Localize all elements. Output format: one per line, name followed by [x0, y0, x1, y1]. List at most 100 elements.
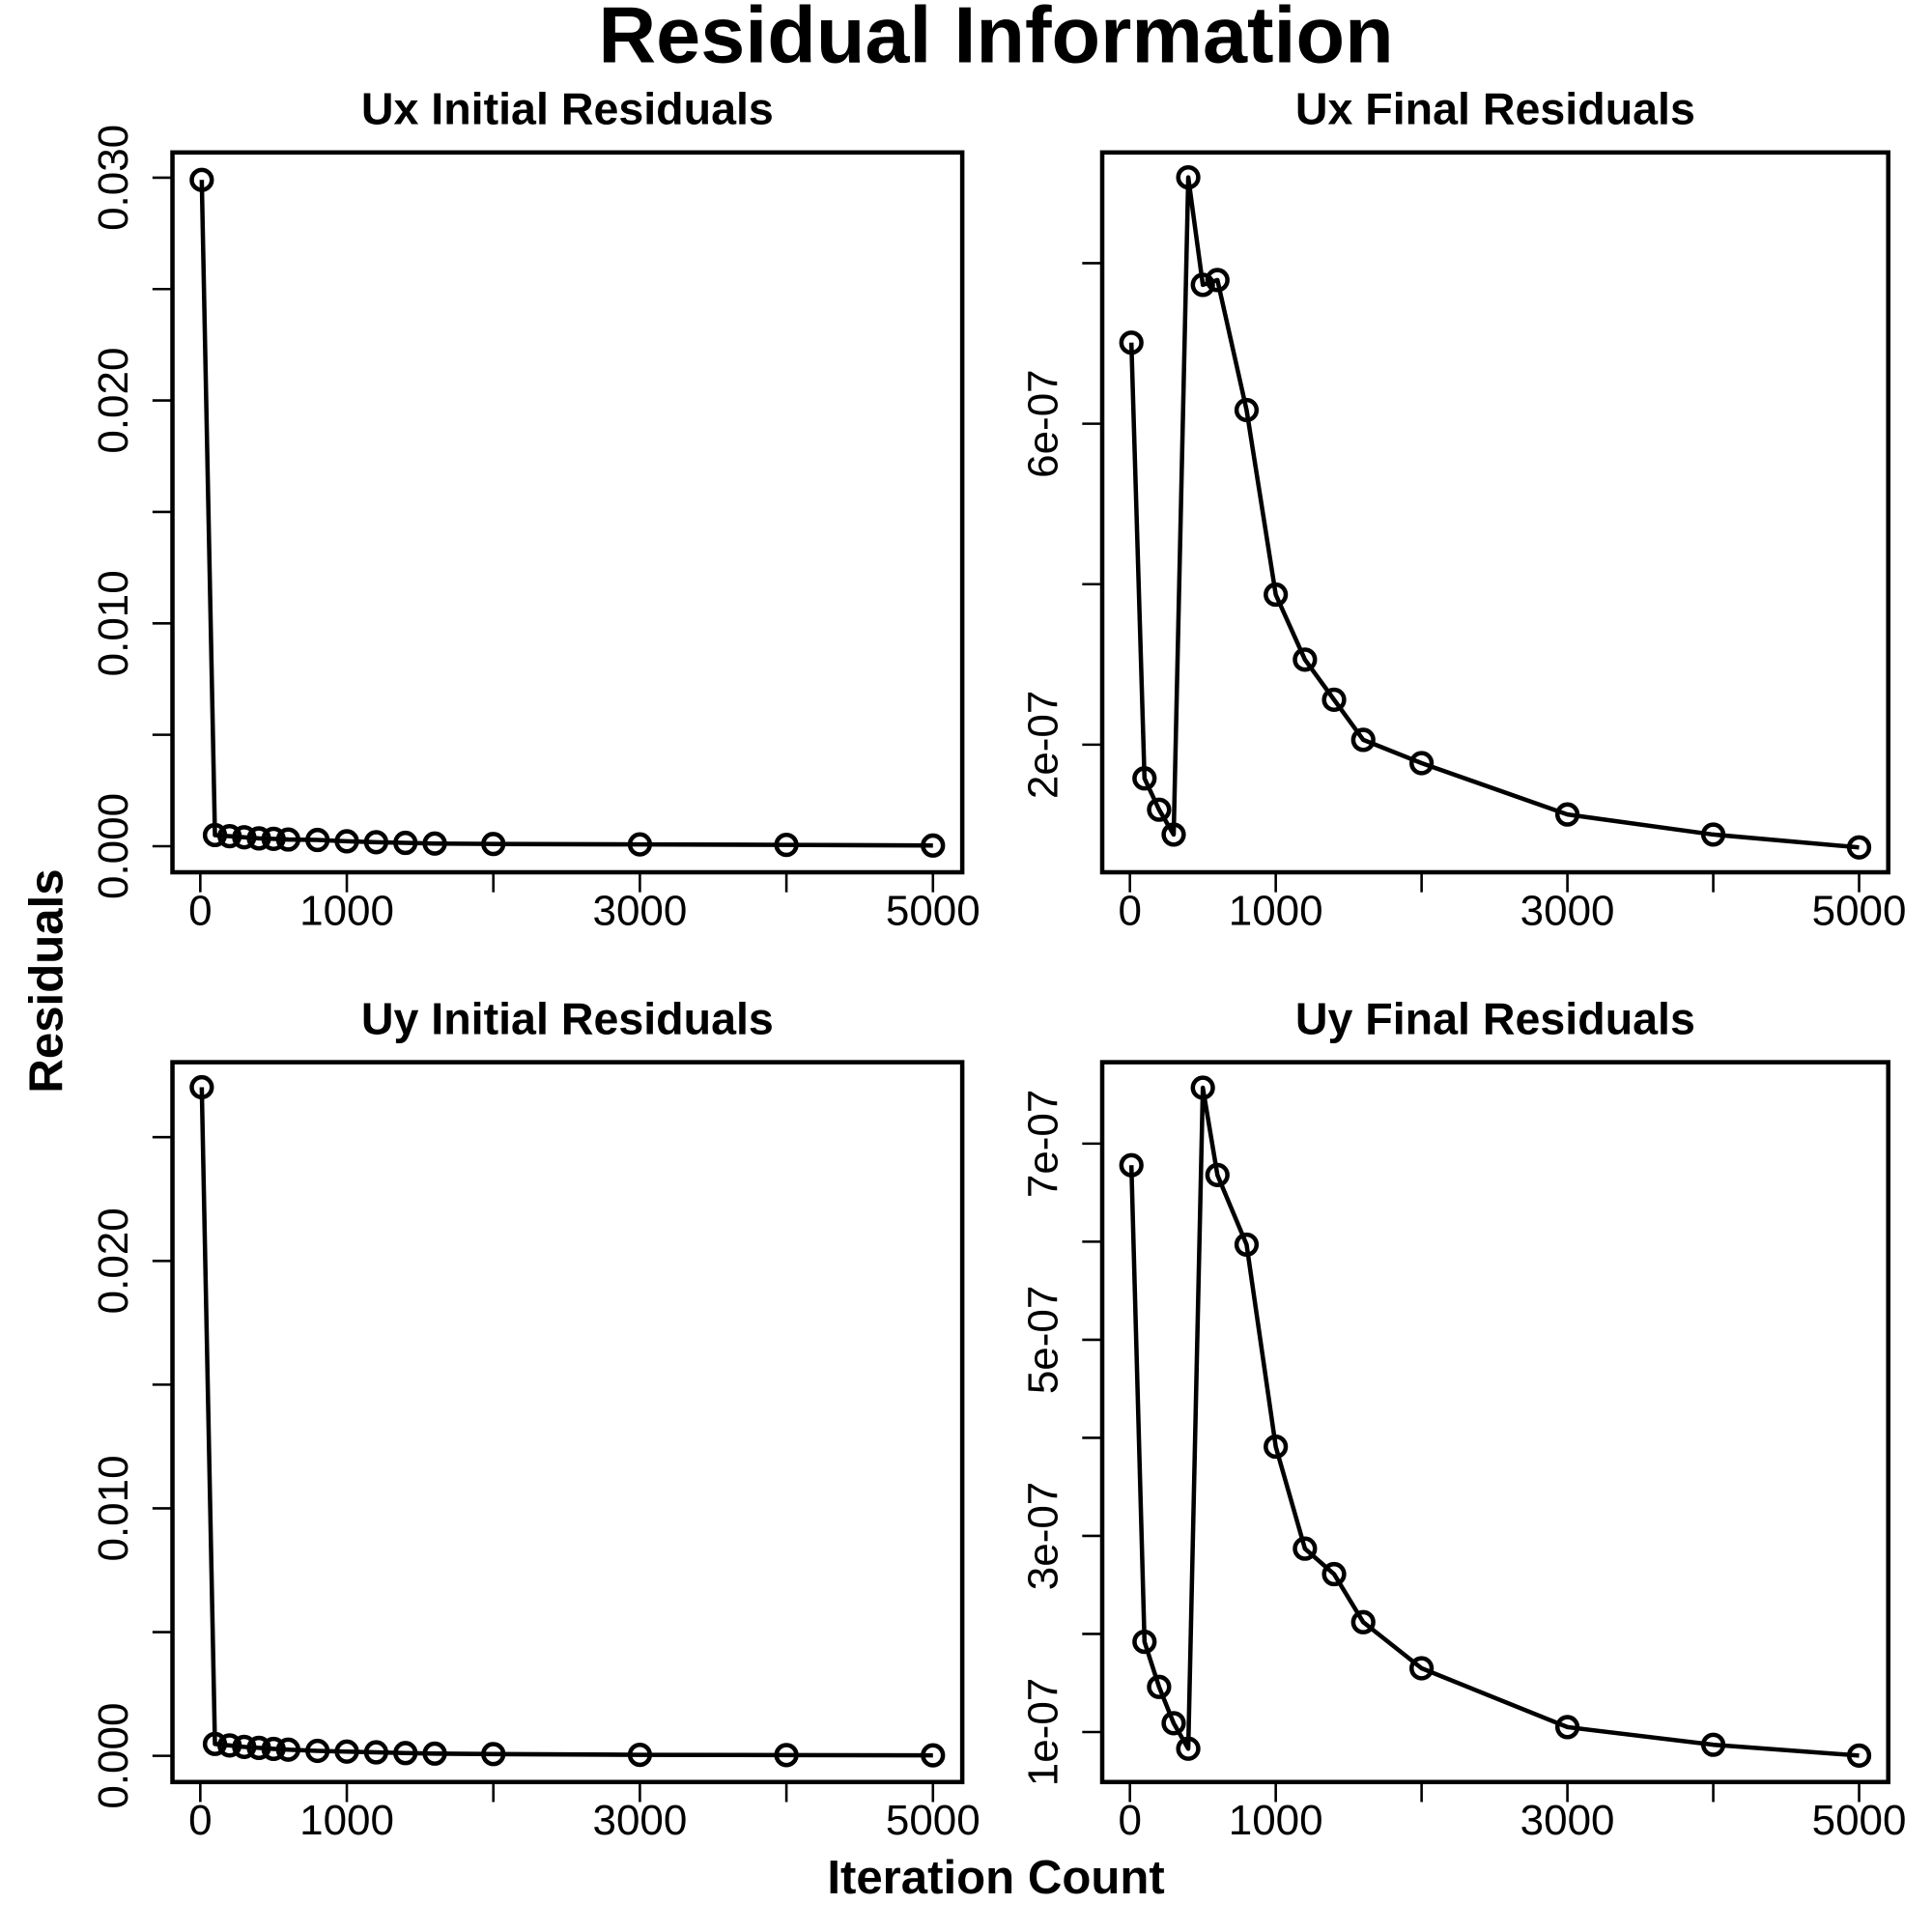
- data-point: [217, 1733, 242, 1758]
- y-tick-label: 0.010: [90, 570, 137, 676]
- plot-frame: [1099, 1060, 1890, 1785]
- plot-frame: [170, 1060, 965, 1785]
- panel-title: Ux Initial Residuals: [361, 84, 774, 134]
- y-tick-label: 6e-07: [1019, 369, 1066, 477]
- data-point: [1321, 687, 1347, 712]
- panel-title: Uy Initial Residuals: [361, 994, 774, 1044]
- data-point: [921, 833, 946, 858]
- y-axis-label: Residuals: [21, 868, 73, 1093]
- x-tick-label: 3000: [1520, 1797, 1615, 1844]
- plot-frame: [1099, 150, 1890, 875]
- series-line: [199, 180, 933, 848]
- data-point: [1132, 766, 1157, 791]
- data-point: [1176, 1736, 1201, 1761]
- data-point: [627, 832, 653, 857]
- data-point: [305, 1738, 330, 1764]
- data-point: [1234, 1232, 1260, 1258]
- x-tick-label: 5000: [886, 887, 980, 934]
- data-point: [774, 832, 799, 858]
- data-point: [481, 1742, 506, 1767]
- panel-title: Ux Final Residuals: [1295, 84, 1695, 134]
- data-point: [246, 1735, 271, 1761]
- data-point: [1190, 1075, 1215, 1100]
- data-point: [1293, 647, 1318, 672]
- data-point: [921, 1743, 946, 1768]
- data-point: [1350, 727, 1376, 753]
- data-point: [1264, 582, 1289, 608]
- series-line: [1128, 175, 1860, 850]
- x-tick-label: 1000: [1229, 1797, 1323, 1844]
- x-tick-label: 1000: [299, 887, 394, 934]
- data-point: [363, 1740, 388, 1765]
- data-point: [232, 1734, 257, 1760]
- data-point: [1700, 1732, 1726, 1757]
- data-point: [422, 1741, 447, 1766]
- data-point: [261, 1736, 286, 1762]
- data-point: [305, 827, 330, 853]
- x-axis-label: Iteration Count: [827, 1852, 1164, 1904]
- data-point: [1554, 1715, 1580, 1740]
- x-tick-label: 5000: [1812, 1797, 1907, 1844]
- data-point: [202, 1731, 228, 1756]
- data-point: [1147, 1674, 1172, 1699]
- data-point: [1132, 1629, 1157, 1655]
- data-point: [422, 831, 447, 856]
- y-tick-label: 0.020: [90, 348, 137, 454]
- data-point: [481, 832, 506, 857]
- data-point: [1161, 1711, 1186, 1736]
- x-tick-label: 5000: [1812, 887, 1907, 934]
- data-point: [217, 823, 242, 849]
- plot-frame: [170, 150, 965, 875]
- x-tick-label: 5000: [886, 1797, 980, 1844]
- data-point: [363, 830, 388, 855]
- panel-title: Uy Final Residuals: [1295, 994, 1695, 1044]
- data-point: [1205, 268, 1230, 293]
- series-line: [1128, 1085, 1860, 1758]
- data-point: [1700, 822, 1726, 847]
- series-line: [199, 1087, 933, 1758]
- data-point: [202, 822, 228, 848]
- data-point: [232, 825, 257, 850]
- data-point: [1264, 1434, 1289, 1460]
- data-point: [1176, 164, 1201, 190]
- data-point: [1190, 272, 1215, 298]
- x-tick-label: 0: [1118, 1797, 1141, 1844]
- data-point: [261, 826, 286, 851]
- data-point: [1846, 835, 1872, 860]
- data-point: [275, 1737, 300, 1762]
- x-tick-label: 0: [1118, 887, 1141, 934]
- y-tick-label: 7e-07: [1019, 1090, 1066, 1198]
- x-tick-label: 3000: [1520, 887, 1615, 934]
- data-point: [1147, 797, 1172, 822]
- data-point: [1119, 330, 1144, 355]
- data-point: [275, 827, 300, 852]
- y-tick-label: 2e-07: [1019, 691, 1066, 799]
- data-point: [774, 1743, 799, 1768]
- y-tick-label: 5e-07: [1019, 1286, 1066, 1394]
- x-tick-label: 1000: [1229, 887, 1323, 934]
- data-point: [334, 1739, 359, 1764]
- data-point: [1205, 1162, 1230, 1187]
- data-point: [393, 830, 418, 856]
- y-tick-label: 0.030: [90, 125, 137, 231]
- data-point: [334, 829, 359, 854]
- y-tick-label: 0.000: [90, 793, 137, 899]
- data-point: [1321, 1561, 1347, 1587]
- y-tick-label: 0.000: [90, 1703, 137, 1809]
- y-tick-label: 3e-07: [1019, 1482, 1066, 1590]
- data-point: [1234, 397, 1260, 423]
- data-point: [1409, 1656, 1435, 1681]
- figure-title: Residual Information: [598, 0, 1393, 80]
- data-point: [1119, 1152, 1144, 1178]
- data-point: [1350, 1609, 1376, 1634]
- data-point: [189, 1074, 214, 1100]
- data-point: [1409, 751, 1435, 776]
- x-tick-label: 3000: [592, 1797, 687, 1844]
- y-tick-label: 1e-07: [1019, 1678, 1066, 1786]
- data-point: [393, 1741, 418, 1766]
- x-tick-label: 3000: [592, 887, 687, 934]
- x-tick-label: 0: [188, 1797, 212, 1844]
